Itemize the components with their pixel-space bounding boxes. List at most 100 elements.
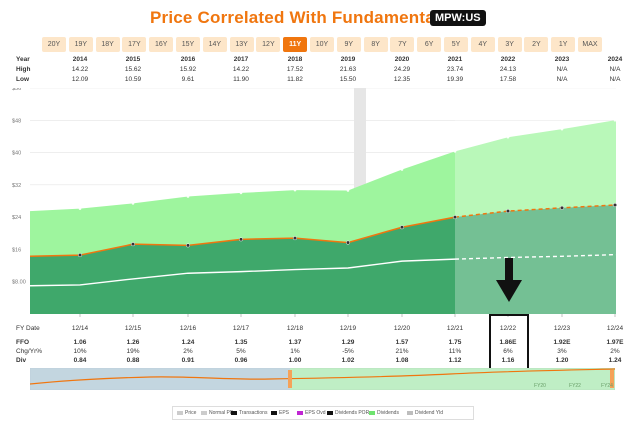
period-button-8y[interactable]: 8Y xyxy=(363,37,388,52)
y-tick-label: $24 xyxy=(12,215,21,221)
legend-item[interactable]: Dividends POR xyxy=(327,410,369,416)
ffo-point xyxy=(559,205,565,210)
stats-low-cell: 12.35 xyxy=(393,76,411,83)
fy-chg-cell: 2% xyxy=(183,348,193,355)
stats-years-cell: 2017 xyxy=(233,56,249,63)
dividend-point xyxy=(346,189,350,192)
fy-div-cell: 1.00 xyxy=(288,357,302,364)
range-navigator[interactable]: FY20 FY22 FY24 xyxy=(30,368,615,390)
ffo-point xyxy=(399,225,405,230)
fy-dates-cell: 12/24 xyxy=(606,325,624,332)
chart-area: $8.00 $16 $24 $32 $40 $48 $56 xyxy=(0,86,640,318)
normal-pe-forecast-line xyxy=(454,253,616,260)
stats-low-cell: 15.50 xyxy=(339,76,357,83)
stats-high-cell: N/A xyxy=(556,66,568,73)
stats-low-cell: 9.61 xyxy=(181,76,195,83)
stats-years-cell: 2022 xyxy=(500,56,516,63)
period-button-9y[interactable]: 9Y xyxy=(336,37,361,52)
fy-dates-cell: 12/18 xyxy=(286,325,304,332)
period-button-15y[interactable]: 15Y xyxy=(176,37,200,52)
fy-div-cell: 1.20 xyxy=(555,357,569,364)
fy-ffo-cell: 1.26 xyxy=(126,339,140,346)
y-tick-label: $8.00 xyxy=(12,280,26,286)
legend-item[interactable]: Dividends xyxy=(369,410,399,416)
ffo-point xyxy=(77,253,83,258)
fy-ffo-cell: 1.29 xyxy=(341,339,355,346)
chg-label: Chg/Yr% xyxy=(16,348,43,355)
fy-div-cell: 0.96 xyxy=(234,357,248,364)
fy-dates-cell: 12/22 xyxy=(499,325,517,332)
navigator-label: FY24 xyxy=(601,383,613,389)
ticker-badge: MPW:US xyxy=(430,10,486,26)
stats-years-cell: 2018 xyxy=(287,56,303,63)
navigator-handle[interactable] xyxy=(610,370,614,388)
fy-dates-cell: 12/15 xyxy=(124,325,142,332)
dividend-point xyxy=(186,195,190,198)
stats-years-cell: 2019 xyxy=(340,56,356,63)
y-tick-label: $48 xyxy=(12,118,21,124)
legend-swatch xyxy=(231,410,237,415)
legend-item[interactable]: Price xyxy=(177,410,196,416)
period-button-19y[interactable]: 19Y xyxy=(68,37,93,52)
fy-chg-cell: -5% xyxy=(342,348,354,355)
legend-item[interactable]: EPS Ovd xyxy=(297,410,326,416)
period-button-4y[interactable]: 4Y xyxy=(470,37,495,52)
period-button-13y[interactable]: 13Y xyxy=(229,37,254,52)
dividend-point xyxy=(239,191,243,195)
dividend-point xyxy=(400,168,404,171)
stats-years-cell: 2024 xyxy=(607,56,623,63)
navigator-selection[interactable] xyxy=(290,368,615,390)
legend-label: Normal PE xyxy=(209,410,234,416)
period-button-18y[interactable]: 18Y xyxy=(95,37,120,52)
fy-dates-cell: 12/23 xyxy=(553,325,571,332)
navigator-label: FY22 xyxy=(569,383,581,389)
legend-label: Dividends POR xyxy=(335,410,370,416)
fy-chg-cell: 10% xyxy=(73,348,87,355)
legend-swatch xyxy=(327,410,333,415)
period-button-10y[interactable]: 10Y xyxy=(310,37,334,52)
legend-swatch xyxy=(271,410,277,415)
ffo-point xyxy=(185,243,191,248)
period-button-20y[interactable]: 20Y xyxy=(42,37,66,52)
period-button-17y[interactable]: 17Y xyxy=(122,37,147,52)
fy-dates-cell: 12/19 xyxy=(339,325,357,332)
stats-low-cell: 11.82 xyxy=(287,76,303,83)
period-button-11y[interactable]: 11Y xyxy=(283,37,308,52)
fy-div-cell: 0.84 xyxy=(73,357,87,364)
fy-ffo-cell: 1.06 xyxy=(73,339,87,346)
fy-ffo-cell: 1.57 xyxy=(395,339,409,346)
ffo-point xyxy=(130,242,136,247)
stats-years-cell: 2020 xyxy=(394,56,410,63)
legend-swatch xyxy=(297,410,303,415)
fy-chg-cell: 19% xyxy=(126,348,140,355)
legend-label: Dividends xyxy=(377,410,399,416)
low-label: Low xyxy=(16,76,29,83)
fy-dates-cell: 12/17 xyxy=(232,325,250,332)
ffo-point xyxy=(345,240,351,245)
stats-years-cell: 2016 xyxy=(180,56,196,63)
fundamentals-chart: $8.00 $16 $24 $32 $40 $48 $56 xyxy=(12,86,618,317)
period-button-max[interactable]: MAX xyxy=(578,37,602,52)
period-button-7y[interactable]: 7Y xyxy=(390,37,415,52)
stats-low-cell: N/A xyxy=(556,76,568,83)
fy-dates-cell: 12/14 xyxy=(71,325,89,332)
period-button-16y[interactable]: 16Y xyxy=(149,37,174,52)
period-button-12y[interactable]: 12Y xyxy=(256,37,281,52)
legend-item[interactable]: Transactions xyxy=(231,410,267,416)
navigator-window[interactable] xyxy=(30,368,290,390)
period-button-2y[interactable]: 2Y xyxy=(524,37,549,52)
stats-low-cell: 19.39 xyxy=(446,76,464,83)
period-button-3y[interactable]: 3Y xyxy=(497,37,522,52)
period-button-5y[interactable]: 5Y xyxy=(444,37,468,52)
navigator-handle[interactable] xyxy=(288,370,292,388)
period-button-1y[interactable]: 1Y xyxy=(551,37,576,52)
fy-date-label: FY Date xyxy=(16,325,40,332)
legend-item[interactable]: Dividend Yld xyxy=(407,410,443,416)
legend-item[interactable]: EPS xyxy=(271,410,289,416)
fy-ffo-cell: 1.24 xyxy=(181,339,195,346)
period-button-6y[interactable]: 6Y xyxy=(417,37,442,52)
fy-chg-cell: 5% xyxy=(236,348,246,355)
fy-chg-cell: 11% xyxy=(448,348,462,355)
period-button-14y[interactable]: 14Y xyxy=(202,37,227,52)
legend-item[interactable]: Normal PE xyxy=(201,410,233,416)
